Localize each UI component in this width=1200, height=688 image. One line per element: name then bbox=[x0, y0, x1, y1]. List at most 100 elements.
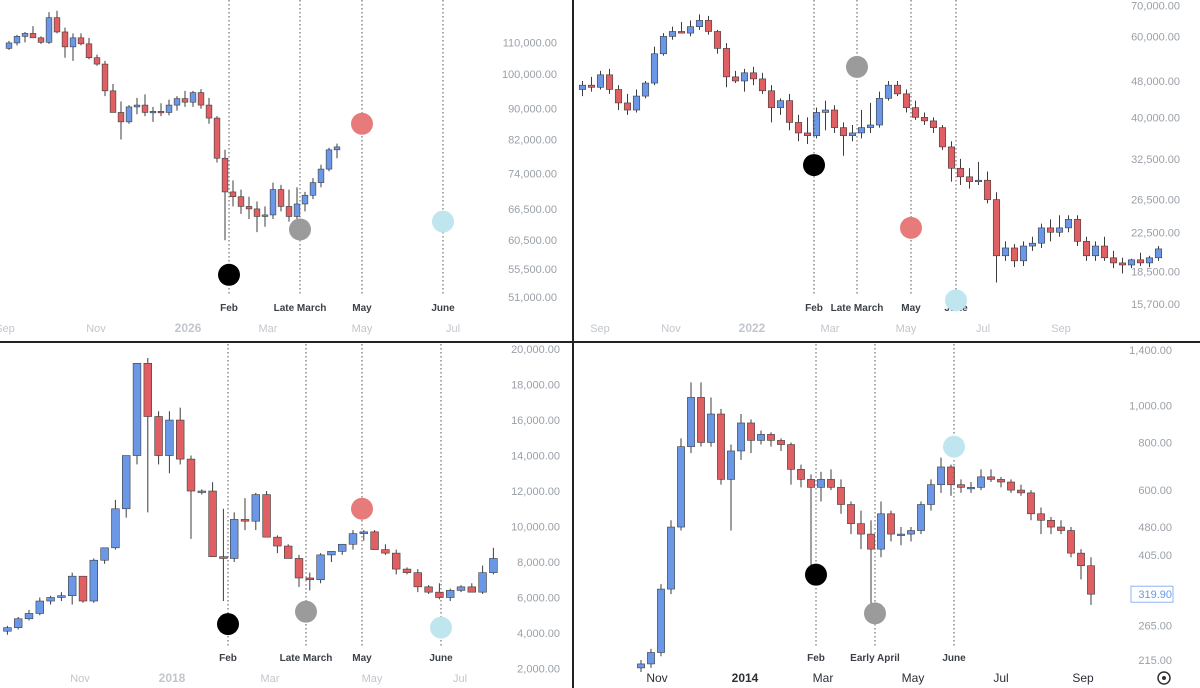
candle bbox=[173, 96, 181, 111]
candle bbox=[197, 89, 205, 109]
candle bbox=[677, 438, 685, 531]
candle bbox=[424, 585, 433, 594]
candle bbox=[947, 141, 956, 182]
candle bbox=[1082, 236, 1091, 261]
candle bbox=[747, 419, 755, 454]
x-tick-label: Sep bbox=[1051, 323, 1071, 335]
x-tick-label: Jul bbox=[446, 323, 460, 335]
event-marker-late-march: Late March bbox=[280, 344, 332, 664]
candle bbox=[837, 479, 845, 514]
candle bbox=[647, 648, 655, 668]
candle bbox=[967, 482, 975, 493]
x-tick-label: Sep bbox=[1072, 671, 1094, 685]
candle bbox=[1067, 527, 1075, 558]
candle bbox=[69, 33, 77, 61]
event-marker-june: June bbox=[942, 344, 966, 664]
y-tick-label: 15,700.00 bbox=[1131, 299, 1180, 311]
event-dot bbox=[803, 154, 825, 177]
candle bbox=[937, 457, 945, 493]
candle bbox=[749, 66, 758, 86]
candle bbox=[596, 70, 605, 90]
candle bbox=[797, 464, 805, 488]
candle bbox=[45, 12, 53, 44]
candle bbox=[240, 498, 250, 531]
candle bbox=[309, 178, 317, 200]
candle bbox=[392, 549, 401, 575]
candle bbox=[830, 105, 839, 133]
candle bbox=[456, 585, 466, 593]
candle bbox=[381, 544, 390, 555]
candle bbox=[997, 476, 1005, 488]
candle bbox=[920, 112, 929, 126]
y-tick-label: 26,500.00 bbox=[1131, 195, 1180, 207]
candle bbox=[277, 184, 285, 212]
candle bbox=[1028, 236, 1037, 251]
event-dot bbox=[217, 613, 239, 636]
y-tick-label: 18,000.00 bbox=[511, 380, 560, 392]
x-tick-label: Sep bbox=[590, 323, 610, 335]
candle bbox=[578, 80, 587, 97]
chart-panel-bottom-left: 20,000.00 18,000.00 16,000.00 14,000.00 12,0… bbox=[3, 344, 560, 685]
candle bbox=[317, 164, 325, 188]
candle bbox=[857, 110, 866, 139]
candle bbox=[149, 106, 157, 122]
candle bbox=[974, 161, 983, 186]
candle bbox=[37, 36, 45, 44]
candle bbox=[176, 407, 185, 465]
event-label: June bbox=[429, 653, 453, 664]
candle bbox=[294, 554, 304, 587]
candle bbox=[132, 362, 142, 465]
x-tick-label: Sep bbox=[0, 323, 15, 335]
x-tick-label: May bbox=[896, 323, 917, 335]
event-marker-feb: Feb bbox=[805, 344, 827, 664]
candle bbox=[61, 27, 69, 58]
candle bbox=[143, 357, 152, 513]
candle bbox=[478, 565, 487, 594]
candle bbox=[205, 97, 213, 124]
candle bbox=[68, 572, 77, 605]
event-dot bbox=[900, 216, 922, 239]
candle bbox=[731, 70, 740, 84]
event-dot bbox=[846, 55, 868, 78]
candle bbox=[641, 80, 650, 99]
event-dot bbox=[289, 218, 311, 241]
candle bbox=[1007, 479, 1015, 493]
y-tick-label: 6,000.00 bbox=[517, 592, 560, 604]
candle bbox=[812, 107, 821, 139]
candle bbox=[109, 83, 117, 113]
event-dot bbox=[430, 616, 452, 639]
settings-icon[interactable] bbox=[1157, 671, 1171, 685]
event-dot bbox=[945, 289, 967, 312]
candle bbox=[848, 125, 857, 142]
candle bbox=[695, 14, 704, 30]
candle bbox=[817, 471, 825, 502]
candle bbox=[125, 105, 133, 124]
candle bbox=[21, 31, 29, 43]
x-tick-label: May bbox=[902, 671, 925, 685]
candle bbox=[1047, 517, 1055, 535]
candle bbox=[1010, 244, 1019, 268]
y-tick-label: 480.00 bbox=[1138, 522, 1172, 534]
candle bbox=[632, 89, 641, 113]
candle bbox=[947, 464, 955, 496]
y-tick-label: 48,000.00 bbox=[1131, 76, 1180, 88]
candle bbox=[740, 68, 749, 92]
candle bbox=[197, 489, 206, 495]
candle bbox=[273, 535, 282, 554]
candle bbox=[1077, 549, 1085, 580]
event-marker-feb: Feb bbox=[803, 0, 825, 314]
candle bbox=[435, 583, 444, 600]
candle bbox=[657, 584, 665, 657]
candle bbox=[3, 625, 12, 635]
candle bbox=[897, 527, 905, 546]
candle bbox=[1154, 246, 1163, 261]
candle bbox=[245, 196, 253, 220]
candle bbox=[777, 438, 785, 451]
y-tick-label: 10,000.00 bbox=[511, 522, 560, 534]
last-price-badge bbox=[1130, 585, 1174, 603]
event-label: Late March bbox=[831, 303, 884, 314]
y-tick-label: 74,000.00 bbox=[508, 169, 557, 181]
candle bbox=[348, 530, 358, 550]
candle bbox=[325, 147, 333, 172]
event-label: Feb bbox=[219, 653, 237, 664]
